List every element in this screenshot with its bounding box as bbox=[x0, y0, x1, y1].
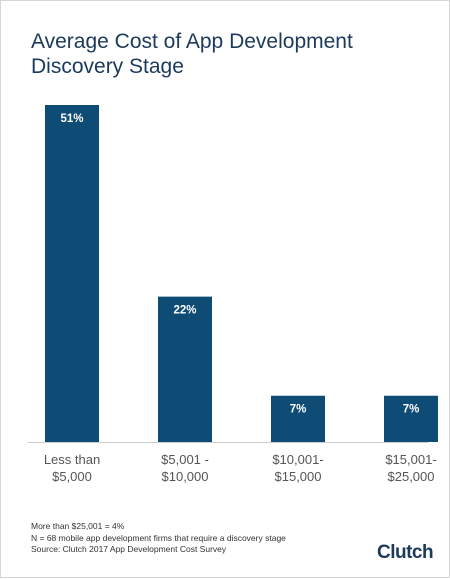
chart-title-line-1: Average Cost of App Development bbox=[31, 30, 353, 53]
category-label-2-line-2: $10,000 bbox=[162, 469, 209, 484]
category-label-1-line-1: Less than bbox=[44, 452, 100, 467]
clutch-logo: Clutch bbox=[377, 542, 434, 563]
bar-value-label-2: 22% bbox=[173, 305, 196, 317]
bar-1 bbox=[45, 105, 99, 442]
category-label-1-line-2: $5,000 bbox=[52, 469, 92, 484]
footnote-sample-size: N = 68 mobile app development firms that… bbox=[31, 532, 286, 543]
category-label-2-line-1: $5,001 - bbox=[161, 452, 209, 467]
footnote-other-cost: More than $25,001 = 4% bbox=[31, 521, 125, 531]
footnote-source: Source: Clutch 2017 App Development Cost… bbox=[31, 544, 227, 554]
category-label-3-line-2: $15,000 bbox=[275, 469, 322, 484]
bar-value-label-4: 7% bbox=[403, 404, 420, 416]
chart-title: Average Cost of App Development Discover… bbox=[31, 29, 431, 79]
bar-3 bbox=[271, 395, 325, 442]
bar-2 bbox=[158, 296, 212, 442]
category-label-4-line-2: $25,000 bbox=[388, 469, 435, 484]
category-label-3-line-1: $10,001- bbox=[272, 452, 323, 467]
bar-value-label-3: 7% bbox=[290, 404, 307, 416]
bar-4 bbox=[384, 395, 438, 442]
bar-value-label-1: 51% bbox=[60, 113, 83, 125]
footnotes: More than $25,001 = 4% N = 68 mobile app… bbox=[31, 521, 351, 556]
category-label-4-line-1: $15,001- bbox=[385, 452, 436, 467]
chart-title-line-2: Discovery Stage bbox=[31, 55, 184, 78]
